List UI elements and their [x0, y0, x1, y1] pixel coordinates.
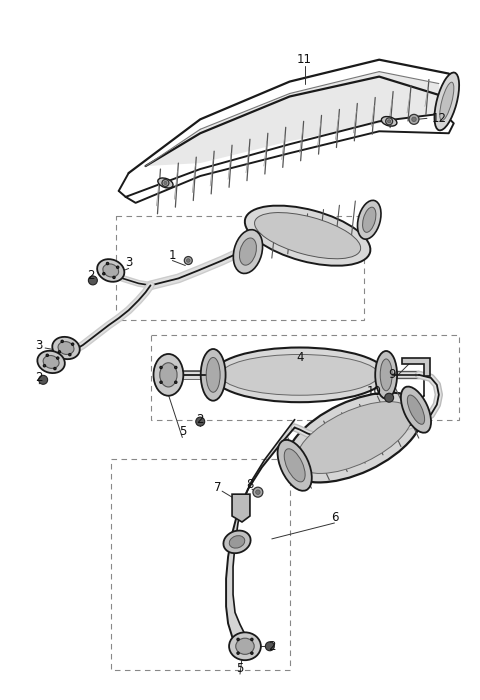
Ellipse shape: [277, 440, 312, 491]
Ellipse shape: [213, 347, 387, 402]
Circle shape: [409, 114, 419, 125]
Circle shape: [43, 365, 46, 367]
Circle shape: [117, 266, 119, 268]
Ellipse shape: [37, 351, 65, 373]
Circle shape: [387, 120, 391, 123]
Circle shape: [384, 393, 394, 402]
Circle shape: [253, 487, 263, 497]
Ellipse shape: [201, 349, 226, 400]
Circle shape: [164, 181, 167, 185]
Text: 6: 6: [331, 510, 338, 524]
Ellipse shape: [254, 213, 360, 259]
Ellipse shape: [382, 116, 397, 126]
Polygon shape: [226, 419, 295, 656]
Bar: [111, 459, 290, 670]
Circle shape: [237, 638, 239, 640]
Circle shape: [237, 652, 239, 654]
Circle shape: [385, 118, 393, 125]
Circle shape: [39, 375, 48, 384]
Circle shape: [107, 262, 108, 265]
Circle shape: [61, 340, 63, 342]
Text: 4: 4: [296, 351, 303, 365]
Text: 3: 3: [125, 256, 132, 269]
Text: 5: 5: [236, 662, 244, 675]
Text: 5: 5: [179, 425, 186, 438]
Text: 10: 10: [367, 385, 382, 398]
Ellipse shape: [240, 238, 256, 265]
Text: 1: 1: [168, 249, 176, 262]
Ellipse shape: [43, 356, 59, 368]
Text: 2: 2: [268, 640, 276, 653]
Ellipse shape: [160, 363, 177, 387]
Circle shape: [412, 117, 416, 122]
Circle shape: [113, 276, 115, 279]
Circle shape: [46, 354, 48, 356]
Ellipse shape: [223, 531, 251, 553]
Circle shape: [162, 179, 169, 186]
Text: 2: 2: [87, 269, 95, 282]
Circle shape: [265, 642, 274, 651]
Circle shape: [251, 652, 253, 654]
Ellipse shape: [401, 386, 431, 433]
Circle shape: [69, 354, 71, 356]
Circle shape: [103, 272, 105, 275]
Circle shape: [175, 381, 177, 384]
Circle shape: [54, 368, 56, 370]
Ellipse shape: [297, 402, 412, 473]
Ellipse shape: [440, 82, 454, 120]
Ellipse shape: [286, 393, 423, 482]
Circle shape: [256, 490, 260, 494]
Circle shape: [72, 343, 74, 345]
Circle shape: [184, 256, 192, 265]
Ellipse shape: [408, 395, 425, 424]
Circle shape: [57, 357, 59, 359]
Ellipse shape: [158, 178, 173, 188]
Circle shape: [187, 259, 190, 262]
Text: 11: 11: [297, 53, 312, 66]
Polygon shape: [402, 358, 430, 376]
Ellipse shape: [58, 342, 74, 354]
Text: 12: 12: [432, 112, 446, 125]
Ellipse shape: [284, 449, 305, 482]
Ellipse shape: [154, 354, 183, 395]
Polygon shape: [145, 71, 444, 166]
Text: 9: 9: [388, 368, 396, 382]
Ellipse shape: [380, 359, 392, 391]
Bar: [151, 335, 459, 419]
Ellipse shape: [245, 206, 371, 266]
Circle shape: [160, 366, 162, 369]
Circle shape: [58, 351, 60, 353]
Circle shape: [160, 381, 162, 384]
Ellipse shape: [221, 354, 379, 395]
Text: 2: 2: [36, 371, 43, 384]
Ellipse shape: [229, 632, 261, 660]
Ellipse shape: [229, 536, 245, 548]
Text: 2: 2: [196, 413, 204, 426]
Ellipse shape: [375, 351, 397, 399]
Ellipse shape: [206, 358, 220, 392]
Ellipse shape: [233, 230, 263, 274]
Text: 7: 7: [215, 481, 222, 493]
Circle shape: [88, 276, 97, 285]
Ellipse shape: [358, 200, 381, 239]
Circle shape: [196, 417, 204, 426]
Ellipse shape: [236, 638, 254, 654]
Ellipse shape: [103, 264, 119, 277]
Text: 8: 8: [246, 477, 253, 491]
Text: 3: 3: [36, 339, 43, 351]
Polygon shape: [232, 494, 250, 522]
Circle shape: [175, 366, 177, 369]
Bar: [116, 216, 364, 320]
Ellipse shape: [52, 337, 80, 359]
Ellipse shape: [434, 73, 459, 130]
Ellipse shape: [97, 259, 124, 282]
Ellipse shape: [362, 207, 376, 232]
Circle shape: [251, 638, 253, 640]
